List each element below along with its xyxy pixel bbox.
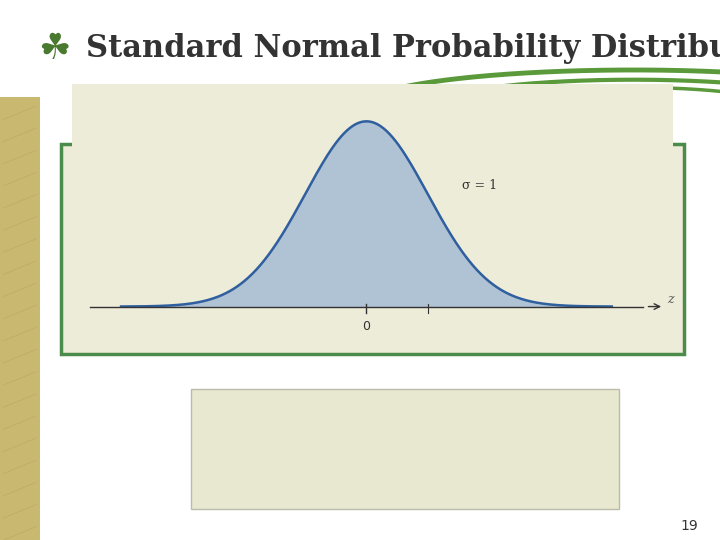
Text: 19: 19	[680, 519, 698, 534]
Bar	[191, 389, 619, 509]
Text: Standard Normal Probability Distribution: Standard Normal Probability Distribution	[86, 33, 720, 64]
Text: ☘: ☘	[38, 32, 70, 65]
Text: z: z	[667, 293, 674, 306]
Text: THE STANDARD NORMAL DISTRIBUTION: THE STANDARD NORMAL DISTRIBUTION	[72, 126, 294, 136]
Bar	[0, 97, 40, 540]
Text: 0: 0	[362, 320, 371, 333]
Text: σ = 1: σ = 1	[462, 179, 497, 192]
Bar	[61, 144, 684, 354]
Text: $f(z) = \dfrac{1}{\sqrt{2\pi}}\,e^{-z^2/2}$: $f(z) = \dfrac{1}{\sqrt{2\pi}}\,e^{-z^2/…	[328, 448, 471, 490]
Text: STANDARD NORMAL DENSITY FUNCTION: STANDARD NORMAL DENSITY FUNCTION	[205, 401, 415, 410]
